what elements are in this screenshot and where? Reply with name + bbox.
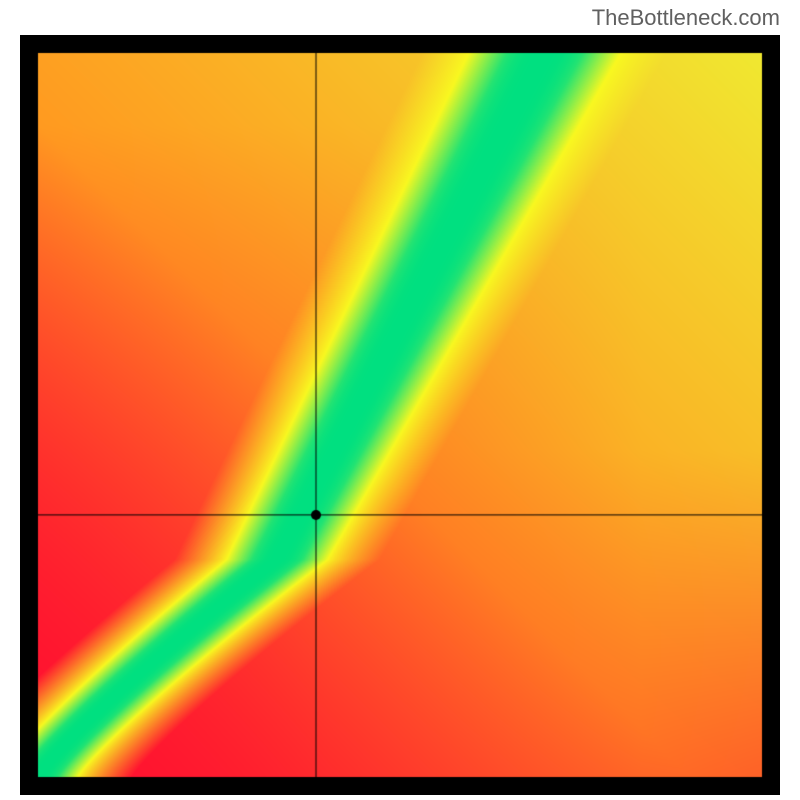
chart-container: TheBottleneck.com xyxy=(0,0,800,800)
heatmap-canvas xyxy=(20,35,780,795)
heatmap-plot xyxy=(20,35,780,795)
watermark-text: TheBottleneck.com xyxy=(592,5,780,31)
